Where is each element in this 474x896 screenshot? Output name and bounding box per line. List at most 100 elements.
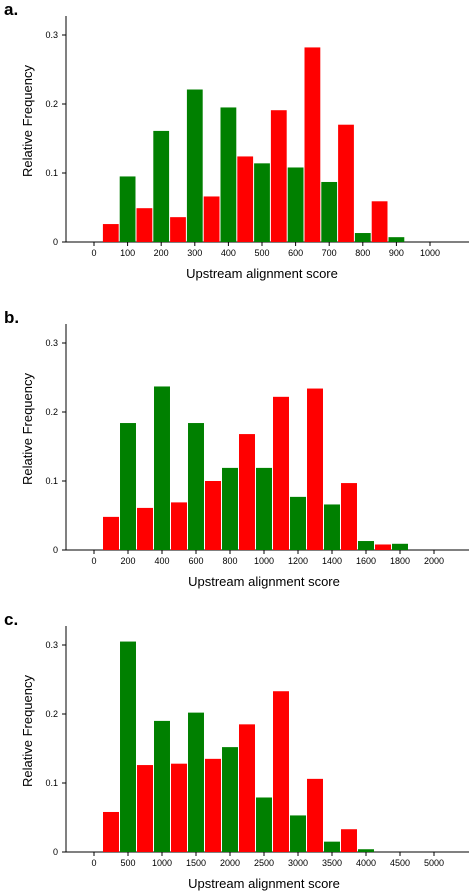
panel-label: c. xyxy=(4,610,19,629)
x-tick-label: 1800 xyxy=(390,556,410,566)
bar xyxy=(119,176,136,242)
bar xyxy=(371,201,388,242)
bar xyxy=(222,467,238,550)
x-tick-label: 0 xyxy=(91,858,96,868)
bar-chart: 0 0.1 0.2 0.3 0 200 400 600 800 1000 1200 1400 1600 1… xyxy=(20,324,469,589)
x-tick-label: 0 xyxy=(91,556,96,566)
x-tick-label: 3000 xyxy=(288,858,308,868)
panel-label: a. xyxy=(4,0,19,19)
y-axis-title: Relative Frequency xyxy=(20,373,35,485)
x-tick-label: 4000 xyxy=(356,858,376,868)
bar xyxy=(392,543,408,550)
x-tick-label: 2000 xyxy=(220,858,240,868)
bar xyxy=(153,130,170,242)
chart-panel-c: c. 0 0.1 0.2 0.3 0 500 1000 1500 2000 2500 3000 350… xyxy=(0,610,474,896)
bar xyxy=(375,544,391,550)
x-tick-label: 0 xyxy=(91,248,96,258)
x-tick-label: 2500 xyxy=(254,858,274,868)
y-axis-title: Relative Frequency xyxy=(20,65,35,177)
y-tick-label: 0.2 xyxy=(45,99,58,109)
bar xyxy=(307,778,323,852)
y-tick-label: 0.3 xyxy=(45,338,58,348)
x-tick-label: 1200 xyxy=(288,556,308,566)
y-axis-title: Relative Frequency xyxy=(20,675,35,787)
y-tick-label: 0.2 xyxy=(45,709,58,719)
bar xyxy=(237,156,254,242)
x-tick-label: 1400 xyxy=(322,556,342,566)
bar xyxy=(270,110,287,243)
chart-panel-b: b. 0 0.1 0.2 0.3 0 200 400 600 800 1000 1200 1400 16… xyxy=(0,308,474,608)
bar xyxy=(186,89,203,242)
bar xyxy=(188,423,204,550)
bar xyxy=(304,47,321,242)
bar xyxy=(137,507,153,550)
x-axis-title: Upstream alignment score xyxy=(188,574,340,589)
bar xyxy=(290,815,306,852)
bar xyxy=(321,181,338,242)
bar xyxy=(120,641,136,852)
bar xyxy=(287,167,304,242)
x-tick-label: 600 xyxy=(188,556,203,566)
bar-chart: 0 0.1 0.2 0.3 0 500 1000 1500 2000 2500 3000 3500 40… xyxy=(20,626,469,891)
x-tick-label: 300 xyxy=(187,248,202,258)
x-tick-label: 500 xyxy=(120,858,135,868)
bar xyxy=(273,396,289,550)
y-tick-label: 0 xyxy=(53,237,58,247)
bar xyxy=(256,797,272,852)
bar xyxy=(203,196,220,242)
bar xyxy=(205,758,221,852)
bar xyxy=(120,423,136,550)
x-tick-label: 500 xyxy=(254,248,269,258)
x-tick-label: 800 xyxy=(222,556,237,566)
x-tick-label: 800 xyxy=(355,248,370,258)
bar xyxy=(220,107,237,242)
x-axis-title: Upstream alignment score xyxy=(186,266,338,281)
x-axis-title: Upstream alignment score xyxy=(188,876,340,891)
bar xyxy=(103,516,119,550)
chart-panel-a: a. 0 0.1 0.2 0.3 0 100 200 300 400 500 600 700 800 90… xyxy=(0,0,474,300)
x-tick-label: 100 xyxy=(120,248,135,258)
y-tick-label: 0.3 xyxy=(45,30,58,40)
bar xyxy=(154,386,170,550)
y-tick-label: 0 xyxy=(53,545,58,555)
bar xyxy=(154,720,170,852)
x-tick-label: 5000 xyxy=(424,858,444,868)
bar xyxy=(137,765,153,852)
x-tick-label: 1500 xyxy=(186,858,206,868)
bar xyxy=(290,496,306,550)
panel-label: b. xyxy=(4,308,20,327)
x-tick-label: 2000 xyxy=(424,556,444,566)
bar xyxy=(136,208,153,242)
bar xyxy=(307,388,323,550)
y-tick-label: 0 xyxy=(53,847,58,857)
bar xyxy=(341,483,357,550)
y-tick-label: 0.1 xyxy=(45,778,58,788)
x-tick-label: 400 xyxy=(154,556,169,566)
bar xyxy=(102,224,119,242)
x-tick-label: 3500 xyxy=(322,858,342,868)
bar xyxy=(171,763,187,852)
bar xyxy=(205,481,221,550)
bar xyxy=(358,541,374,550)
bar xyxy=(338,124,354,242)
x-tick-label: 4500 xyxy=(390,858,410,868)
x-tick-label: 400 xyxy=(221,248,236,258)
bar-chart: 0 0.1 0.2 0.3 0 100 200 300 400 500 600 700 800 900 10… xyxy=(20,16,469,281)
bar xyxy=(222,747,238,852)
bar xyxy=(188,712,204,852)
bar xyxy=(254,163,270,242)
x-tick-label: 1000 xyxy=(420,248,440,258)
bar xyxy=(341,829,357,852)
bar xyxy=(103,811,119,852)
x-tick-label: 900 xyxy=(389,248,404,258)
bar xyxy=(170,217,186,242)
bar xyxy=(324,841,340,852)
y-tick-label: 0.1 xyxy=(45,476,58,486)
y-tick-label: 0.2 xyxy=(45,407,58,417)
bar xyxy=(256,467,272,550)
x-tick-label: 200 xyxy=(120,556,135,566)
bar xyxy=(358,849,374,852)
x-tick-label: 1600 xyxy=(356,556,376,566)
bar xyxy=(239,724,255,852)
y-tick-label: 0.1 xyxy=(45,168,58,178)
